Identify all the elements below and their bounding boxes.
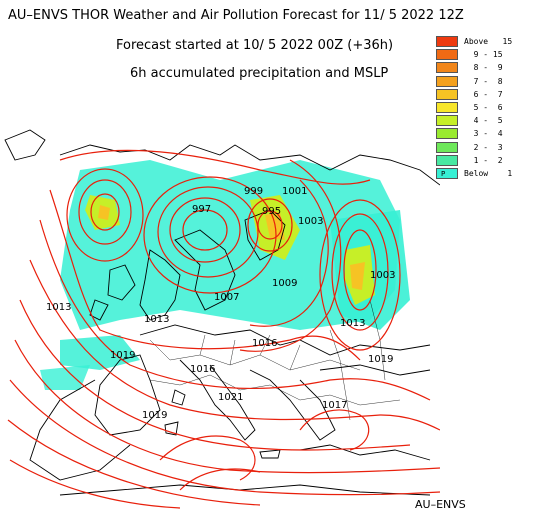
isobar-label: 1001: [282, 186, 307, 197]
legend-label: 5 - 6: [464, 103, 503, 112]
legend-entry: 5 - 6: [436, 102, 544, 114]
legend-label: Below 1: [464, 169, 513, 178]
legend-entry: 7 - 8: [436, 75, 544, 88]
isobar-label: 997: [192, 204, 211, 215]
isobar-label: 1017: [322, 400, 347, 411]
isobar-label: 1013: [46, 302, 71, 313]
isobar-label: 1013: [340, 318, 365, 329]
legend-entry: Above 15: [436, 36, 544, 48]
isobar-label: 1016: [252, 338, 277, 349]
isobar-label: 1019: [142, 410, 167, 421]
legend-entry: 3 - 4: [436, 128, 544, 140]
country-borders: [149, 299, 401, 421]
legend-entry: 2 - 3: [436, 141, 544, 154]
legend-entry: P Below 1: [436, 168, 544, 180]
legend-swatch: [436, 75, 458, 87]
legend-swatch: [436, 154, 458, 166]
isobars: [7, 149, 440, 509]
legend-swatch: [436, 115, 458, 127]
legend-swatch: [436, 62, 458, 74]
field-description: 6h accumulated precipitation and MSLP: [130, 66, 389, 81]
isobar-label: 1019: [110, 350, 135, 361]
isobar-label: 1003: [370, 270, 395, 281]
legend-swatch: [436, 88, 458, 100]
legend-label: 4 - 5: [464, 116, 503, 126]
isobar-label: 1007: [214, 292, 239, 303]
legend-mark: P: [441, 170, 446, 178]
legend-swatch: [436, 49, 458, 61]
legend-swatch: [436, 102, 458, 113]
legend-swatch: [436, 141, 458, 153]
legend-label: 1 - 2: [464, 155, 503, 165]
legend-entry: 4 - 5: [436, 115, 544, 127]
legend-swatch: P: [436, 168, 458, 179]
coastlines: [4, 129, 440, 496]
legend-label: Above 15: [464, 37, 513, 46]
forecast-start-text: Forecast started at 10/ 5 2022 00Z (+36h…: [116, 38, 394, 53]
isobar-label: 1016: [190, 364, 215, 375]
legend-label: 8 - 9: [464, 63, 503, 73]
forecast-map: 999 1001 997 995 1003 1009 1007 1003 101…: [4, 129, 440, 509]
legend-entry: 1 - 2: [436, 154, 544, 167]
legend-swatch: [436, 128, 458, 140]
isobar-label: 1009: [272, 278, 297, 289]
credit-text: AU–ENVS: [415, 498, 466, 511]
legend-entry: 8 - 9: [436, 62, 544, 74]
legend-swatch: [436, 36, 458, 47]
isobar-label: 995: [262, 206, 281, 217]
isobar-labels: 999 1001 997 995 1003 1009 1007 1003 101…: [46, 186, 395, 421]
legend-label: 2 - 3: [464, 142, 503, 152]
page-title: AU–ENVS THOR Weather and Air Pollution F…: [8, 8, 464, 23]
isobar-label: 1019: [368, 354, 393, 365]
isobar-label: 1003: [298, 216, 323, 227]
legend-label: 6 - 7: [464, 89, 503, 99]
isobar-label: 999: [244, 186, 263, 197]
legend-entry: 6 - 7: [436, 88, 544, 101]
legend-label: 3 - 4: [464, 129, 503, 139]
legend-label: 9 - 15: [464, 50, 503, 60]
legend-entry: 9 - 15: [436, 49, 544, 61]
isobar-label: 1021: [218, 392, 243, 403]
isobar-label: 1013: [144, 314, 169, 325]
legend-label: 7 - 8: [464, 76, 503, 86]
